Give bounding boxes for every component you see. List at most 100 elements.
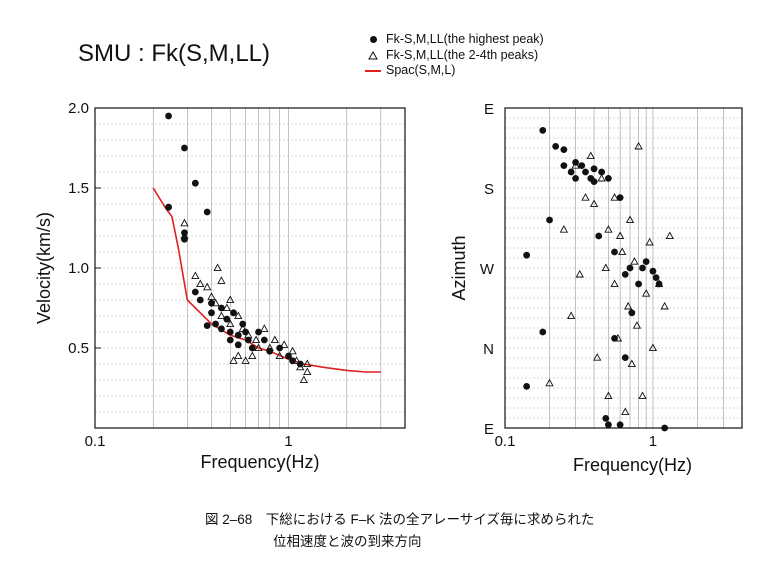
azimuth-2-4th-peaks-triangle-point xyxy=(660,301,669,310)
azimuth-highest-peak-dot-point xyxy=(567,168,575,176)
azimuth-highest-peak-dot-point xyxy=(590,165,598,173)
azimuth-2-4th-peaks-triangle-point xyxy=(559,225,569,233)
azimuth-2-4th-peaks-triangle-point xyxy=(604,225,613,233)
velocity-2-4th-peaks-triangle-point xyxy=(280,340,289,348)
velocity-2-4th-peaks-triangle-point xyxy=(288,346,297,355)
azimuth-y-tick-label: W xyxy=(480,261,495,278)
velocity-highest-peak-dot-point xyxy=(212,320,219,328)
azimuth-2-4th-peaks-triangle-point xyxy=(610,279,619,288)
legend-label-spac: Spac(S,M,L) xyxy=(386,63,456,77)
velocity-chart: 2.0 1.5 1.0 0.5 0.1 1 Frequency(Hz) Velocity(km… xyxy=(34,100,406,472)
velocity-2-4th-peaks-triangle-point xyxy=(207,292,216,300)
azimuth-highest-peak-dot-point xyxy=(616,194,624,202)
velocity-2-4th-peaks-triangle-point xyxy=(254,343,263,352)
legend-item-spac: Spac(S,M,L) xyxy=(360,63,544,79)
azimuth-2-4th-peaks-triangle-point xyxy=(597,173,606,182)
velocity-highest-peak-dot-point xyxy=(266,347,274,355)
velocity-2-4th-peaks-triangle-point xyxy=(191,271,200,280)
azimuth-highest-peak-dot-point xyxy=(539,126,547,134)
velocity-highest-peak-dot-point xyxy=(234,341,242,349)
velocity-highest-peak-dot-point xyxy=(226,328,234,336)
azimuth-plot-frame xyxy=(504,107,743,429)
azimuth-highest-peak-dot-point xyxy=(523,251,531,259)
azimuth-2-4th-peaks-triangle-point xyxy=(665,231,674,240)
azimuth-2-4th-peaks-triangle-point xyxy=(645,237,654,246)
velocity-highest-peak-dot-point xyxy=(217,325,225,333)
caption-line-2: 位相速度と波の到来方向 xyxy=(273,534,422,549)
velocity-2-4th-peaks-triangle-point xyxy=(248,351,257,360)
azimuth-2-4th-peaks-triangle-point xyxy=(601,263,610,272)
azimuth-2-4th-peaks-triangle-point xyxy=(589,199,599,208)
azimuth-2-4th-peaks-triangle-point xyxy=(634,141,643,150)
azimuth-highest-peak-dot-point xyxy=(621,271,629,278)
azimuth-highest-peak-dot-point xyxy=(639,264,646,272)
velocity-2-4th-peaks-triangle-point xyxy=(292,356,301,364)
azimuth-x-tick-label: 0.1 xyxy=(495,433,516,450)
azimuth-2-4th-peaks-triangle-point xyxy=(627,359,636,368)
azimuth-highest-peak-dot-point xyxy=(605,175,612,182)
velocity-2-4th-peaks-triangle-point xyxy=(260,324,269,332)
azimuth-highest-peak-dot-point xyxy=(611,248,618,256)
velocity-highest-peak-dot-point xyxy=(203,322,211,329)
azimuth-2-4th-peaks-triangle-point xyxy=(621,407,630,416)
velocity-highest-peak-dot-point xyxy=(191,179,199,187)
azimuth-2-4th-peaks-triangle-point xyxy=(613,333,623,342)
azimuth-2-4th-peaks-triangle-point xyxy=(615,231,625,240)
velocity-highest-peak-dot-point xyxy=(208,309,215,317)
azimuth-highest-peak-dot-point xyxy=(602,415,610,422)
velocity-2-4th-peaks-triangle-point xyxy=(241,356,250,364)
velocity-x-tick-label: 1 xyxy=(284,433,292,450)
figure-caption: 図 2–68 下総における F–K 法の全アレーサイズ毎に求められた 位相速度と… xyxy=(205,509,594,553)
velocity-highest-peak-dot-point xyxy=(255,328,262,336)
azimuth-y-tick-label: N xyxy=(483,341,494,358)
velocity-2-4th-peaks-triangle-point xyxy=(296,362,305,371)
azimuth-2-4th-peaks-triangle-point xyxy=(630,257,639,265)
velocity-2-4th-peaks-triangle-point xyxy=(238,324,247,332)
velocity-plot-frame xyxy=(94,107,406,429)
velocity-highest-peak-dot-point xyxy=(165,112,172,120)
azimuth-highest-peak-dot-point xyxy=(621,354,629,361)
azimuth-highest-peak-dot-point xyxy=(595,232,603,240)
azimuth-highest-peak-dot-point xyxy=(661,424,669,432)
azimuth-2-4th-peaks-triangle-point xyxy=(571,161,580,169)
azimuth-y-tick-label: E xyxy=(484,101,494,118)
azimuth-2-4th-peaks-triangle-point xyxy=(593,353,602,361)
velocity-y-tick-label: 2.0 xyxy=(68,100,89,117)
velocity-2-4th-peaks-triangle-point xyxy=(211,298,220,307)
azimuth-highest-peak-dot-point xyxy=(539,328,547,336)
velocity-2-4th-peaks-triangle-point xyxy=(265,343,274,352)
caption-line-1: 図 2–68 下総における F–K 法の全アレーサイズ毎に求められた xyxy=(205,512,595,527)
velocity-y-tick-label: 1.0 xyxy=(68,260,89,277)
azimuth-highest-peak-dot-point xyxy=(523,383,531,390)
velocity-2-4th-peaks-triangle-point xyxy=(196,279,205,288)
azimuth-2-4th-peaks-triangle-point xyxy=(625,215,635,224)
velocity-2-4th-peaks-triangle-point xyxy=(180,218,189,227)
legend-item-2-4th-peaks: Fk-S,M,LL(the 2-4th peaks) xyxy=(360,48,544,64)
azimuth-highest-peak-dot-point xyxy=(616,421,624,429)
azimuth-2-4th-peaks-triangle-point xyxy=(604,391,613,400)
velocity-2-4th-peaks-triangle-point xyxy=(244,330,253,339)
azimuth-2-4th-peaks-triangle-point xyxy=(648,343,658,352)
azimuth-highest-peak-dot-point xyxy=(611,335,618,342)
azimuth-highest-peak-dot-point xyxy=(605,421,612,429)
velocity-2-4th-peaks-triangle-point xyxy=(222,303,231,312)
azimuth-highest-peak-dot-point xyxy=(626,264,634,272)
velocity-highest-peak-dot-point xyxy=(285,352,292,360)
azimuth-highest-peak-dot-point xyxy=(582,168,589,176)
velocity-highest-peak-dot-point xyxy=(289,357,297,365)
velocity-2-4th-peaks-triangle-point xyxy=(180,231,189,240)
velocity-2-4th-peaks-triangle-point xyxy=(275,351,284,360)
velocity-highest-peak-dot-point xyxy=(230,309,237,317)
azimuth-2-4th-peaks-triangle-point xyxy=(575,269,584,278)
azimuth-highest-peak-dot-point xyxy=(560,162,568,170)
velocity-highest-peak-dot-point xyxy=(244,336,252,344)
azimuth-2-4th-peaks-triangle-point xyxy=(545,378,554,387)
chart-title: SMU : Fk(S,M,LL) xyxy=(78,40,271,67)
azimuth-highest-peak-dot-point xyxy=(598,168,606,176)
azimuth-highest-peak-dot-point xyxy=(649,267,657,275)
legend-label-2-4th-peaks: Fk-S,M,LL(the 2-4th peaks) xyxy=(386,47,539,62)
velocity-y-tick-label: 1.5 xyxy=(68,180,89,197)
azimuth-highest-peak-dot-point xyxy=(628,309,636,317)
